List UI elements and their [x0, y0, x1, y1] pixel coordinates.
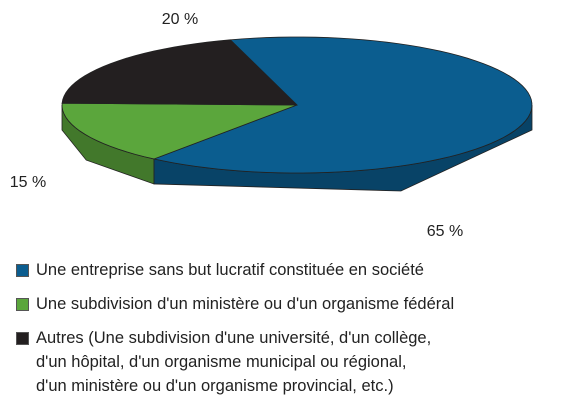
legend-label: Autres (Une subdivision d'une université…	[36, 329, 432, 395]
slice	[61, 39, 298, 106]
legend-item: Autres (Une subdivision d'une université…	[14, 326, 570, 398]
pie-area: 65 % 15 % 20 %	[10, 11, 533, 240]
legend-swatch	[16, 332, 29, 345]
legend: Une entreprise sans but lucratif constit…	[14, 258, 570, 402]
legend-item: Une subdivision d'un ministère ou d'un o…	[14, 292, 570, 316]
legend-swatch	[16, 298, 29, 311]
value-label: 20 %	[162, 11, 198, 28]
slice	[61, 102, 298, 160]
value-label: 65 %	[427, 223, 463, 240]
legend-label: Une entreprise sans but lucratif constit…	[36, 261, 424, 279]
value-label: 15 %	[10, 174, 46, 191]
slice	[152, 36, 533, 174]
legend-item: Une entreprise sans but lucratif constit…	[14, 258, 570, 282]
legend-swatch	[16, 264, 29, 277]
legend-label: Une subdivision d'un ministère ou d'un o…	[36, 295, 455, 313]
